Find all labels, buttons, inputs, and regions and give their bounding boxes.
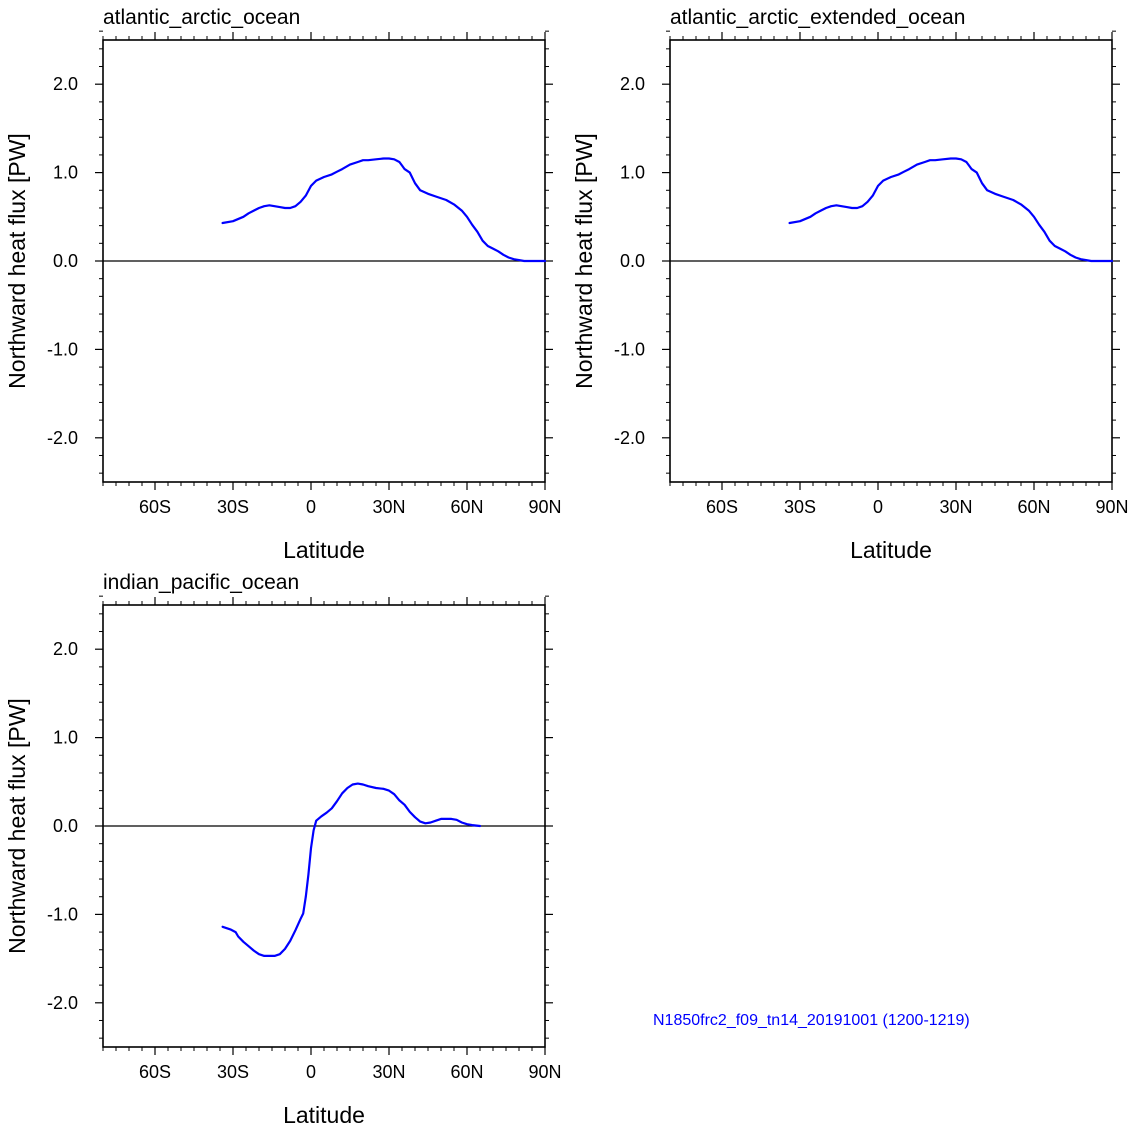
y-tick-label: -1.0 <box>47 339 78 359</box>
panel-atlantic-arctic-extended-ocean: 60S 30S 0 30N 60N 90N 2.0 1.0 0.0 -1.0 -2.0 atlanti… <box>571 6 1129 563</box>
x-tick-label: 90N <box>1095 497 1128 517</box>
y-tick-label: 2.0 <box>620 74 645 94</box>
panel-title: atlantic_arctic_extended_ocean <box>670 6 965 29</box>
y-tick-label: -2.0 <box>614 428 645 448</box>
x-tick-label: 60N <box>450 1062 483 1082</box>
x-tick-label: 30S <box>217 1062 249 1082</box>
x-tick-label: 30S <box>217 497 249 517</box>
panel-title: atlantic_arctic_ocean <box>103 6 300 29</box>
x-tick-label: 60S <box>139 1062 171 1082</box>
y-tick-label: 1.0 <box>53 163 78 183</box>
x-tick-label: 0 <box>306 497 316 517</box>
series-line-heat_flux <box>221 157 547 263</box>
y-tick-label: -2.0 <box>47 428 78 448</box>
panel-indian-pacific-ocean: 60S 30S 0 30N 60N 90N 2.0 1.0 0.0 -1.0 -2.0 indian_… <box>4 571 562 1128</box>
y-tick-label: 2.0 <box>53 74 78 94</box>
x-tick-label: 60S <box>139 497 171 517</box>
y-tick-label: -1.0 <box>614 339 645 359</box>
y-tick-label: 0.0 <box>620 251 645 271</box>
x-tick-label: 60N <box>1017 497 1050 517</box>
panel-atlantic-arctic-ocean: 60S 30S 0 30N 60N 90N 2.0 1.0 0.0 -1.0 -2.0 atlanti… <box>4 6 562 563</box>
x-tick-label: 60S <box>706 497 738 517</box>
case-name-label: N1850frc2_f09_tn14_20191001 (1200-1219) <box>653 1012 970 1029</box>
y-axis-label: Northward heat flux [PW] <box>571 133 597 389</box>
x-tick-label: 30N <box>939 497 972 517</box>
x-tick-label: 60N <box>450 497 483 517</box>
y-tick-label: 0.0 <box>53 251 78 271</box>
x-tick-label: 30N <box>372 1062 405 1082</box>
x-tick-label: 0 <box>873 497 883 517</box>
y-tick-label: -1.0 <box>47 904 78 924</box>
series-line-heat_flux <box>221 782 482 957</box>
x-axis-label: Latitude <box>283 1102 365 1128</box>
series-line-heat_flux <box>788 157 1114 263</box>
y-tick-label: 1.0 <box>620 163 645 183</box>
panel-title: indian_pacific_ocean <box>103 571 299 594</box>
x-tick-label: 30S <box>784 497 816 517</box>
x-tick-label: 90N <box>528 497 561 517</box>
y-axis-label: Northward heat flux [PW] <box>4 698 30 954</box>
x-axis-label: Latitude <box>283 537 365 563</box>
y-tick-label: 2.0 <box>53 639 78 659</box>
x-tick-label: 0 <box>306 1062 316 1082</box>
x-tick-label: 30N <box>372 497 405 517</box>
y-tick-label: 1.0 <box>53 728 78 748</box>
x-axis-label: Latitude <box>850 537 932 563</box>
x-tick-label: 90N <box>528 1062 561 1082</box>
y-axis-label: Northward heat flux [PW] <box>4 133 30 389</box>
y-tick-label: -2.0 <box>47 993 78 1013</box>
y-tick-label: 0.0 <box>53 816 78 836</box>
